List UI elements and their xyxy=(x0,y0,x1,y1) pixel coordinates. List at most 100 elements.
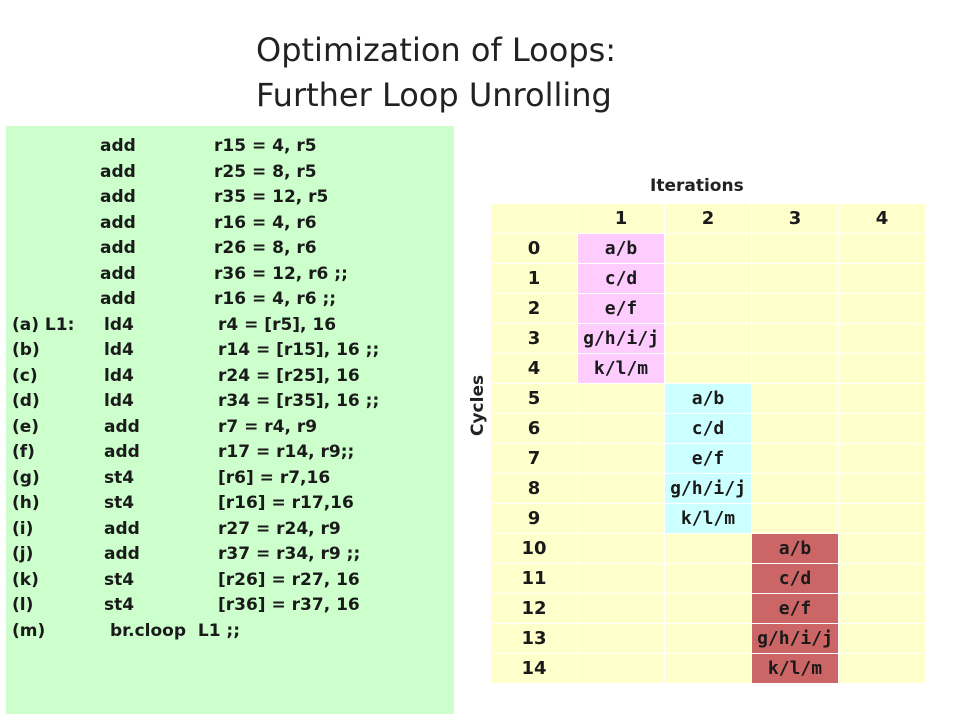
code-line: add r15 = 4, r5 xyxy=(6,134,454,158)
schedule-cell: k/l/m xyxy=(577,353,665,384)
schedule-cell: g/h/i/j xyxy=(577,323,665,354)
iterations-label: Iterations xyxy=(650,176,744,196)
code-args: r37 = r34, r9 ;; xyxy=(218,544,361,564)
code-line: add r16 = 4, r6 xyxy=(6,211,454,235)
schedule-cell: a/b xyxy=(751,533,839,564)
schedule-cell xyxy=(838,383,926,414)
code-line: (e) add r7 = r4, r9 xyxy=(6,415,454,439)
iteration-header: 2 xyxy=(664,203,752,234)
cycle-number: 8 xyxy=(490,473,578,504)
code-op: ld4 xyxy=(104,391,134,411)
table-row: 10 a/b xyxy=(490,533,926,564)
code-args: r17 = r14, r9;; xyxy=(218,442,355,462)
schedule-cell xyxy=(751,353,839,384)
code-args: r26 = 8, r6 xyxy=(214,238,317,258)
table-row: 9 k/l/m xyxy=(490,503,926,534)
code-op: add xyxy=(100,263,136,284)
schedule-cell xyxy=(751,473,839,504)
code-label: (j) xyxy=(12,544,34,564)
schedule-cell xyxy=(838,413,926,444)
code-label: (m) xyxy=(12,620,46,641)
schedule-cell xyxy=(664,593,752,624)
code-args: r24 = [r25], 16 xyxy=(218,365,360,386)
code-op: ld4 xyxy=(104,314,134,335)
schedule-cell: a/b xyxy=(664,383,752,414)
code-line: (f) add r17 = r14, r9;; xyxy=(6,440,454,464)
schedule-cell xyxy=(838,293,926,324)
schedule-cell xyxy=(751,293,839,324)
schedule-cell: e/f xyxy=(751,593,839,624)
slide-title-line-1: Optimization of Loops: xyxy=(256,31,617,69)
cycle-number: 5 xyxy=(490,383,578,414)
iteration-header: 4 xyxy=(838,203,926,234)
cycle-number: 10 xyxy=(490,533,578,564)
cycle-number: 4 xyxy=(490,353,578,384)
code-op: add xyxy=(100,187,136,207)
table-row: 5 a/b xyxy=(490,383,926,414)
schedule-cell xyxy=(577,593,665,624)
code-line: add r25 = 8, r5 xyxy=(6,160,454,184)
schedule-cell xyxy=(664,563,752,594)
cycle-number: 12 xyxy=(490,593,578,624)
code-line: (m) br.cloop L1 ;; xyxy=(6,619,454,643)
table-row: 13 g/h/i/j xyxy=(490,623,926,654)
schedule-cell: k/l/m xyxy=(751,653,839,684)
code-op: ld4 xyxy=(104,340,134,360)
code-label: (a) L1: xyxy=(12,314,75,335)
cycle-number: 11 xyxy=(490,563,578,594)
schedule-cell xyxy=(751,263,839,294)
code-args: r25 = 8, r5 xyxy=(214,161,317,182)
table-row: 12 e/f xyxy=(490,593,926,624)
table-row: 8 g/h/i/j xyxy=(490,473,926,504)
schedule-cell xyxy=(577,473,665,504)
code-line: (h) st4 [r16] = r17,16 xyxy=(6,491,454,515)
schedule-cell xyxy=(838,593,926,624)
table-row: 3 g/h/i/j xyxy=(490,323,926,354)
schedule-cell xyxy=(838,653,926,684)
schedule-cell xyxy=(838,233,926,264)
code-line: (b) ld4 r14 = [r15], 16 ;; xyxy=(6,338,454,362)
code-label: (i) xyxy=(12,518,34,539)
schedule-cell: g/h/i/j xyxy=(751,623,839,654)
table-row: 6 c/d xyxy=(490,413,926,444)
schedule-cell xyxy=(577,383,665,414)
code-op: add xyxy=(104,416,140,437)
code-line: (k) st4 [r26] = r27, 16 xyxy=(6,568,454,592)
schedule-cell xyxy=(751,323,839,354)
schedule-cell: g/h/i/j xyxy=(664,473,752,504)
code-line: add r26 = 8, r6 xyxy=(6,236,454,260)
schedule-cell: c/d xyxy=(664,413,752,444)
schedule-table: 1 2 3 4 0 a/b 1 c/d 2 e/f 3 g/h/i/j 4 k/l/m 5 a/b 6 c/d 7 e… xyxy=(490,203,926,684)
table-row: 2 e/f xyxy=(490,293,926,324)
code-args: [r6] = r7,16 xyxy=(218,467,331,488)
code-op: ld4 xyxy=(104,365,134,386)
code-line: (i) add r27 = r24, r9 xyxy=(6,517,454,541)
schedule-cell xyxy=(664,653,752,684)
schedule-cell xyxy=(838,473,926,504)
table-row: 1 c/d xyxy=(490,263,926,294)
schedule-cell xyxy=(838,533,926,564)
cycle-number: 2 xyxy=(490,293,578,324)
code-op: add xyxy=(100,289,136,309)
table-row: 11 c/d xyxy=(490,563,926,594)
schedule-cell xyxy=(577,503,665,534)
schedule-cell xyxy=(577,563,665,594)
code-op: br.cloop L1 ;; xyxy=(110,620,241,641)
schedule-cell xyxy=(751,233,839,264)
cycle-number: 14 xyxy=(490,653,578,684)
code-label: (e) xyxy=(12,416,40,437)
schedule-cell xyxy=(751,503,839,534)
code-label: (c) xyxy=(12,365,38,386)
code-line: (j) add r37 = r34, r9 ;; xyxy=(6,542,454,566)
code-line: (c) ld4 r24 = [r25], 16 xyxy=(6,364,454,388)
schedule-cell: c/d xyxy=(751,563,839,594)
schedule-cell xyxy=(577,533,665,564)
code-args: [r16] = r17,16 xyxy=(218,493,354,513)
code-op: st4 xyxy=(104,467,135,488)
code-op: add xyxy=(100,161,136,182)
iteration-header: 3 xyxy=(751,203,839,234)
code-label: (g) xyxy=(12,467,40,488)
schedule-cell xyxy=(577,623,665,654)
schedule-cell: e/f xyxy=(664,443,752,474)
